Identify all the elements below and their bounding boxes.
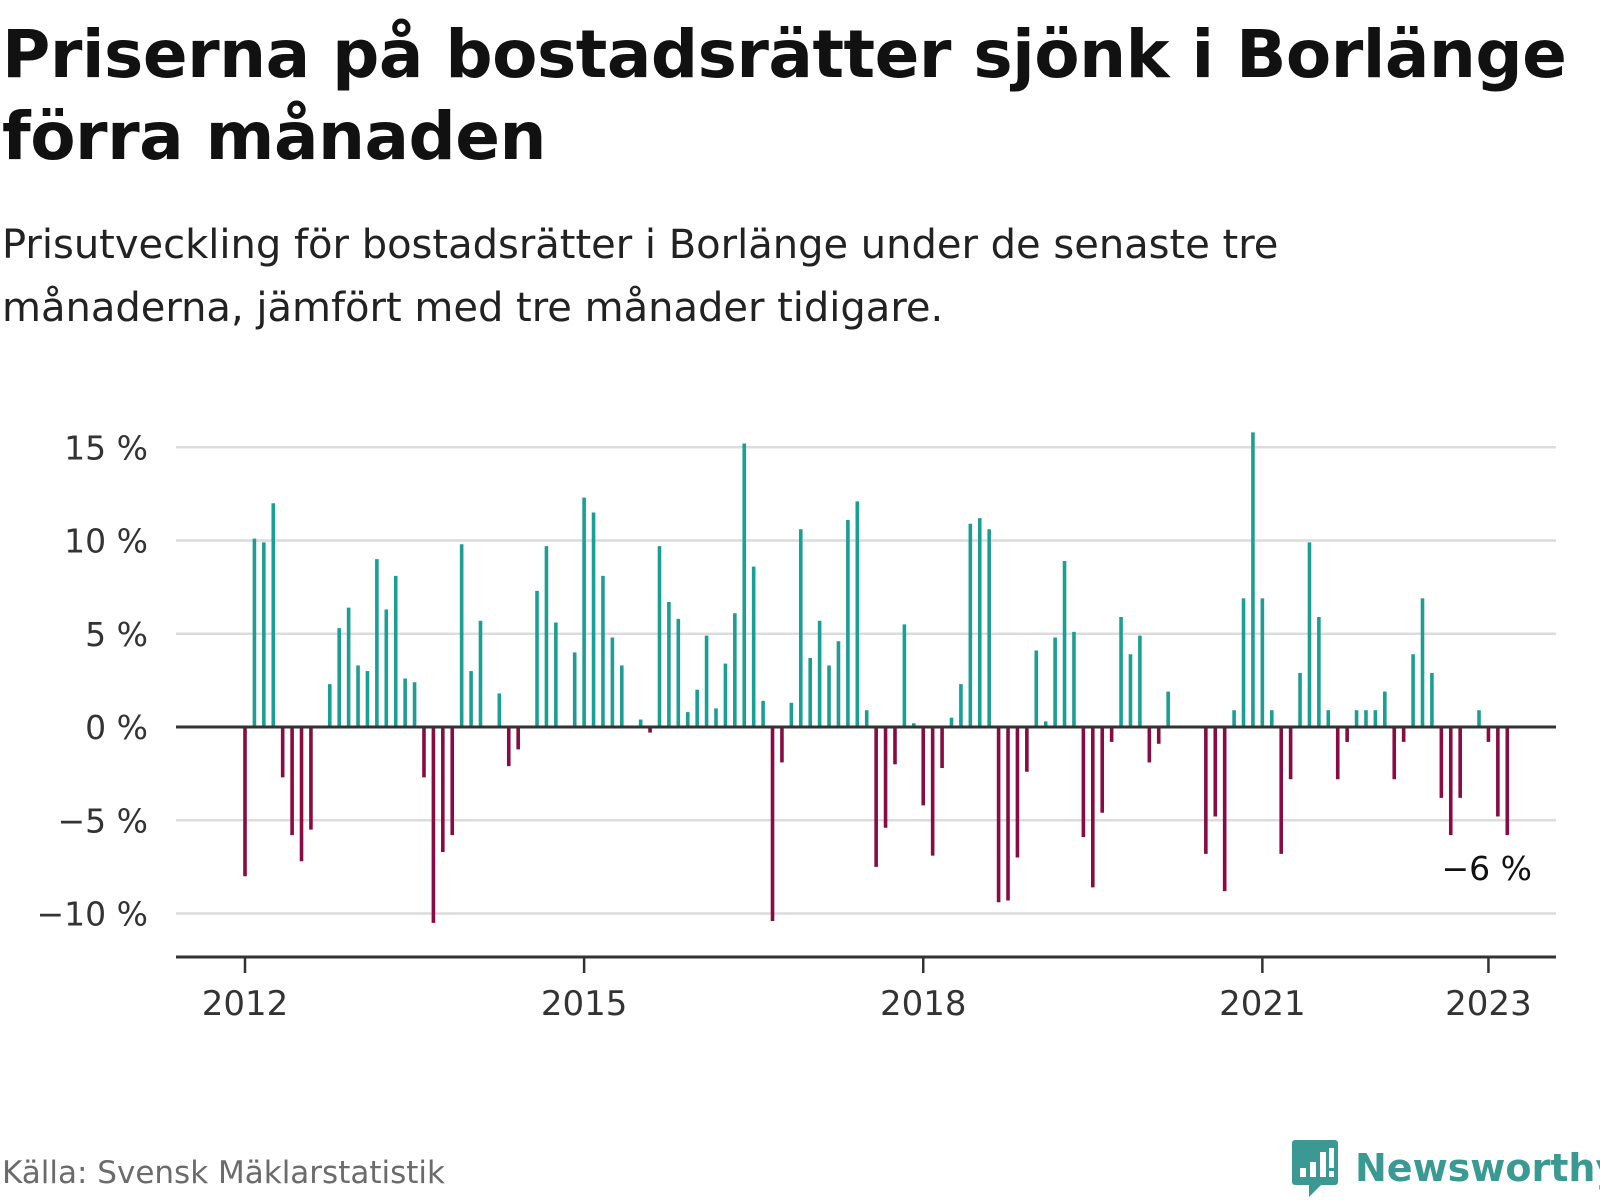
y-tick-label: −10 % bbox=[37, 895, 149, 934]
grid-lines bbox=[176, 446, 1556, 915]
last-value-label: −6 % bbox=[1442, 849, 1533, 888]
y-tick-label: 0 % bbox=[85, 708, 148, 747]
bars bbox=[176, 432, 1556, 923]
x-tick-label: 2012 bbox=[202, 984, 289, 1024]
source-note: Källa: Svensk Mäklarstatistik bbox=[2, 1155, 445, 1191]
x-tick-label: 2015 bbox=[541, 984, 628, 1024]
x-tick-label: 2021 bbox=[1219, 984, 1306, 1024]
newsworthy-logo-icon bbox=[1292, 1140, 1338, 1197]
y-tick-label: 10 % bbox=[64, 522, 148, 561]
chart-title: Priserna på bostadsrätter sjönk i Borlän… bbox=[2, 16, 1567, 175]
annotations: −6 % bbox=[1442, 849, 1533, 888]
brand-name: Newsworthy bbox=[1355, 1146, 1600, 1190]
y-axis-tick-labels: 15 % 10 % 5 % 0 % −5 % −10 % bbox=[37, 428, 149, 933]
x-tick-label: 2023 bbox=[1445, 984, 1532, 1024]
chart-subtitle: Prisutveckling för bostadsrätter i Borlä… bbox=[2, 222, 1279, 331]
x-tick-label: 2018 bbox=[880, 984, 967, 1024]
bar-chart: 15 % 10 % 5 % 0 % −5 % −10 % 2012 2015 2018 2021… bbox=[37, 428, 1556, 1024]
x-axis: 2012 2015 2018 2021 2023 bbox=[176, 955, 1556, 1024]
brand-logo-group: Newsworthy bbox=[1291, 1138, 1600, 1198]
y-tick-label: 5 % bbox=[85, 615, 148, 654]
y-tick-label: 15 % bbox=[64, 428, 148, 467]
y-tick-label: −5 % bbox=[58, 801, 149, 840]
